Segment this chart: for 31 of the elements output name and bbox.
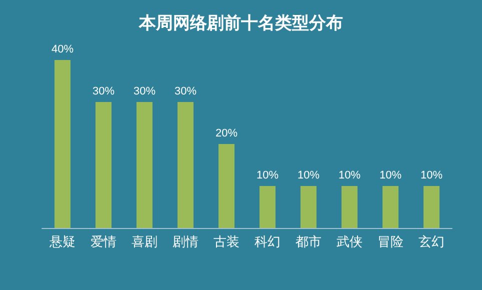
x-tick-label: 悬疑 (48, 235, 76, 250)
bar (96, 102, 112, 228)
bar (342, 186, 358, 228)
data-label: 20% (215, 128, 238, 140)
data-label: 30% (92, 86, 115, 98)
bar (136, 102, 152, 228)
bar (178, 102, 194, 228)
x-tick-label: 爱情 (90, 235, 116, 250)
x-tick-label: 古装 (214, 235, 240, 250)
x-tick-label: 科幻 (254, 235, 280, 250)
x-tick-label: 剧情 (172, 235, 198, 250)
bar (54, 60, 70, 228)
data-label: 10% (338, 170, 361, 182)
x-tick-label: 喜剧 (132, 235, 158, 250)
chart-title: 本周网络剧前十名类型分布 (138, 14, 343, 34)
data-label: 10% (420, 170, 443, 182)
data-label: 30% (174, 86, 197, 98)
bar (424, 186, 440, 228)
bar (218, 144, 234, 228)
data-label: 10% (297, 170, 320, 182)
x-tick-label: 冒险 (378, 235, 404, 250)
data-label: 40% (51, 44, 74, 56)
data-label: 30% (133, 86, 156, 98)
bar (260, 186, 276, 228)
x-tick-label: 都市 (296, 235, 322, 250)
data-label: 10% (379, 170, 402, 182)
bar (300, 186, 316, 228)
x-tick-label: 玄幻 (418, 234, 444, 250)
data-label: 10% (256, 170, 279, 182)
x-tick-label: 武侠 (336, 235, 362, 250)
bar (382, 186, 398, 228)
